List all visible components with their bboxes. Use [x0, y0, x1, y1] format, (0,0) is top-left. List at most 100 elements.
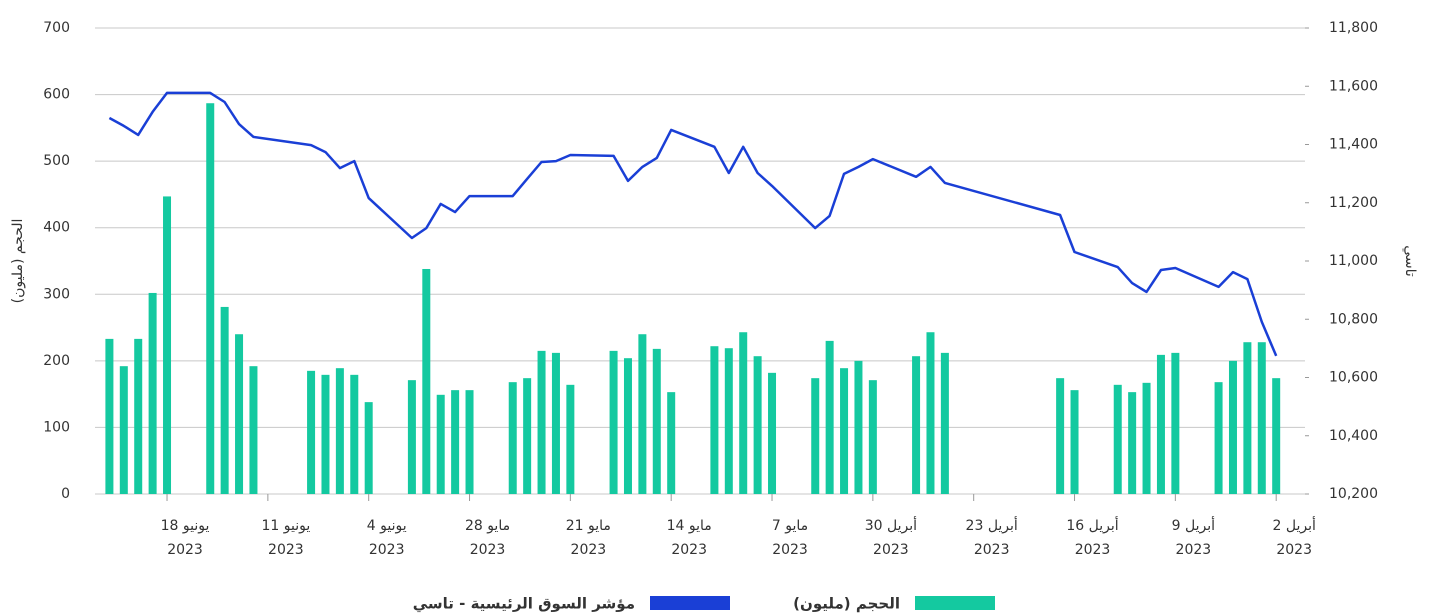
x-tick-label: 2023 [974, 542, 1010, 558]
bar [1056, 378, 1065, 494]
bar [148, 292, 157, 494]
bar [163, 196, 172, 494]
bar [451, 390, 460, 494]
y-axis-label: الحجم (مليون) [10, 219, 26, 304]
y2-tick-label: 11,800 [1329, 20, 1378, 36]
bar [220, 306, 229, 494]
y2-axis-label: تاسي [1402, 245, 1418, 277]
bar [1214, 382, 1223, 494]
x-tick-label: 16 أبريل [1066, 516, 1118, 534]
bar [1113, 384, 1122, 494]
bar [710, 346, 719, 494]
bar [551, 352, 560, 494]
x-tick-label: 2023 [671, 542, 707, 558]
bar [609, 350, 618, 494]
bar [854, 360, 863, 494]
bar [623, 358, 632, 494]
x-tick-label: 30 أبريل [865, 516, 917, 534]
bar [1171, 352, 1180, 494]
x-tick-label: 28 مايو [465, 518, 510, 534]
bar [523, 378, 532, 494]
x-tick-label: 2023 [268, 542, 304, 558]
x-tick-label: 2023 [369, 542, 405, 558]
x-tick-label: 18 يونيو [161, 518, 210, 534]
x-tick-label: 2023 [873, 542, 909, 558]
bar [1228, 360, 1237, 494]
bar [1156, 354, 1165, 494]
bar [1257, 342, 1266, 494]
x-tick-label: 21 مايو [566, 518, 611, 534]
x-tick-label: 2023 [571, 542, 607, 558]
x-tick-label: 2023 [1276, 542, 1312, 558]
bar [739, 332, 748, 494]
bar [940, 352, 949, 494]
bar [1070, 390, 1079, 494]
bar [422, 268, 431, 494]
x-tick-label: 2023 [470, 542, 506, 558]
y-tick-label: 600 [43, 87, 70, 103]
bar [134, 338, 143, 494]
bar [825, 340, 834, 494]
bar [537, 350, 546, 494]
y-tick-label: 500 [43, 153, 70, 169]
bar [321, 374, 330, 494]
bar [235, 334, 244, 494]
bar [1272, 378, 1281, 494]
y-tick-label: 300 [43, 286, 70, 302]
y-tick-label: 100 [43, 419, 70, 435]
bar [508, 382, 517, 494]
y-tick-label: 200 [43, 353, 70, 369]
y2-tick-label: 10,400 [1329, 428, 1378, 444]
bar [465, 390, 474, 494]
x-tick-label: 2023 [1075, 542, 1111, 558]
bar [307, 370, 316, 494]
y2-tick-label: 11,200 [1329, 195, 1378, 211]
y2-tick-label: 10,200 [1329, 486, 1378, 502]
x-tick-label: 2023 [167, 542, 203, 558]
legend-label: الحجم (مليون) [793, 595, 900, 613]
x-tick-label: 23 أبريل [966, 516, 1018, 534]
legend-swatch [915, 596, 995, 610]
x-tick-label: 14 مايو [667, 518, 712, 534]
bar [912, 356, 921, 494]
bar [407, 380, 416, 494]
bar [350, 374, 359, 494]
bar [667, 392, 676, 494]
y-tick-label: 400 [43, 220, 70, 236]
bar [436, 394, 445, 494]
y-tick-label: 0 [61, 486, 70, 502]
x-tick-label: 9 أبريل [1172, 516, 1215, 534]
bar [753, 356, 762, 494]
bar [724, 348, 733, 494]
x-tick-label: 4 يونيو [367, 518, 407, 534]
y2-tick-label: 11,000 [1329, 253, 1378, 269]
index-line [108, 91, 1278, 357]
bar [926, 332, 935, 494]
x-tick-label: 11 يونيو [261, 518, 310, 534]
bar [652, 348, 661, 494]
y2-tick-label: 10,600 [1329, 370, 1378, 386]
bar [868, 380, 877, 494]
bar [811, 378, 820, 494]
bar [840, 368, 849, 494]
bar [1243, 342, 1252, 494]
bar [566, 384, 575, 494]
x-tick-label: 7 مايو [772, 518, 808, 534]
bar [119, 366, 128, 494]
bar [364, 402, 373, 494]
bar [249, 366, 258, 494]
y2-tick-label: 11,600 [1329, 78, 1378, 94]
bar [638, 334, 647, 494]
y-tick-label: 700 [43, 20, 70, 36]
x-tick-label: 2023 [772, 542, 808, 558]
legend-label: مؤشر السوق الرئيسية - تاسي [413, 595, 635, 613]
bar [335, 368, 344, 494]
legend-swatch [650, 596, 730, 610]
bar [206, 103, 215, 495]
bar [1128, 392, 1137, 494]
y2-tick-label: 11,400 [1329, 137, 1378, 153]
x-tick-label: 2 أبريل [1273, 516, 1316, 534]
bar [768, 372, 777, 494]
bar [1142, 382, 1151, 494]
